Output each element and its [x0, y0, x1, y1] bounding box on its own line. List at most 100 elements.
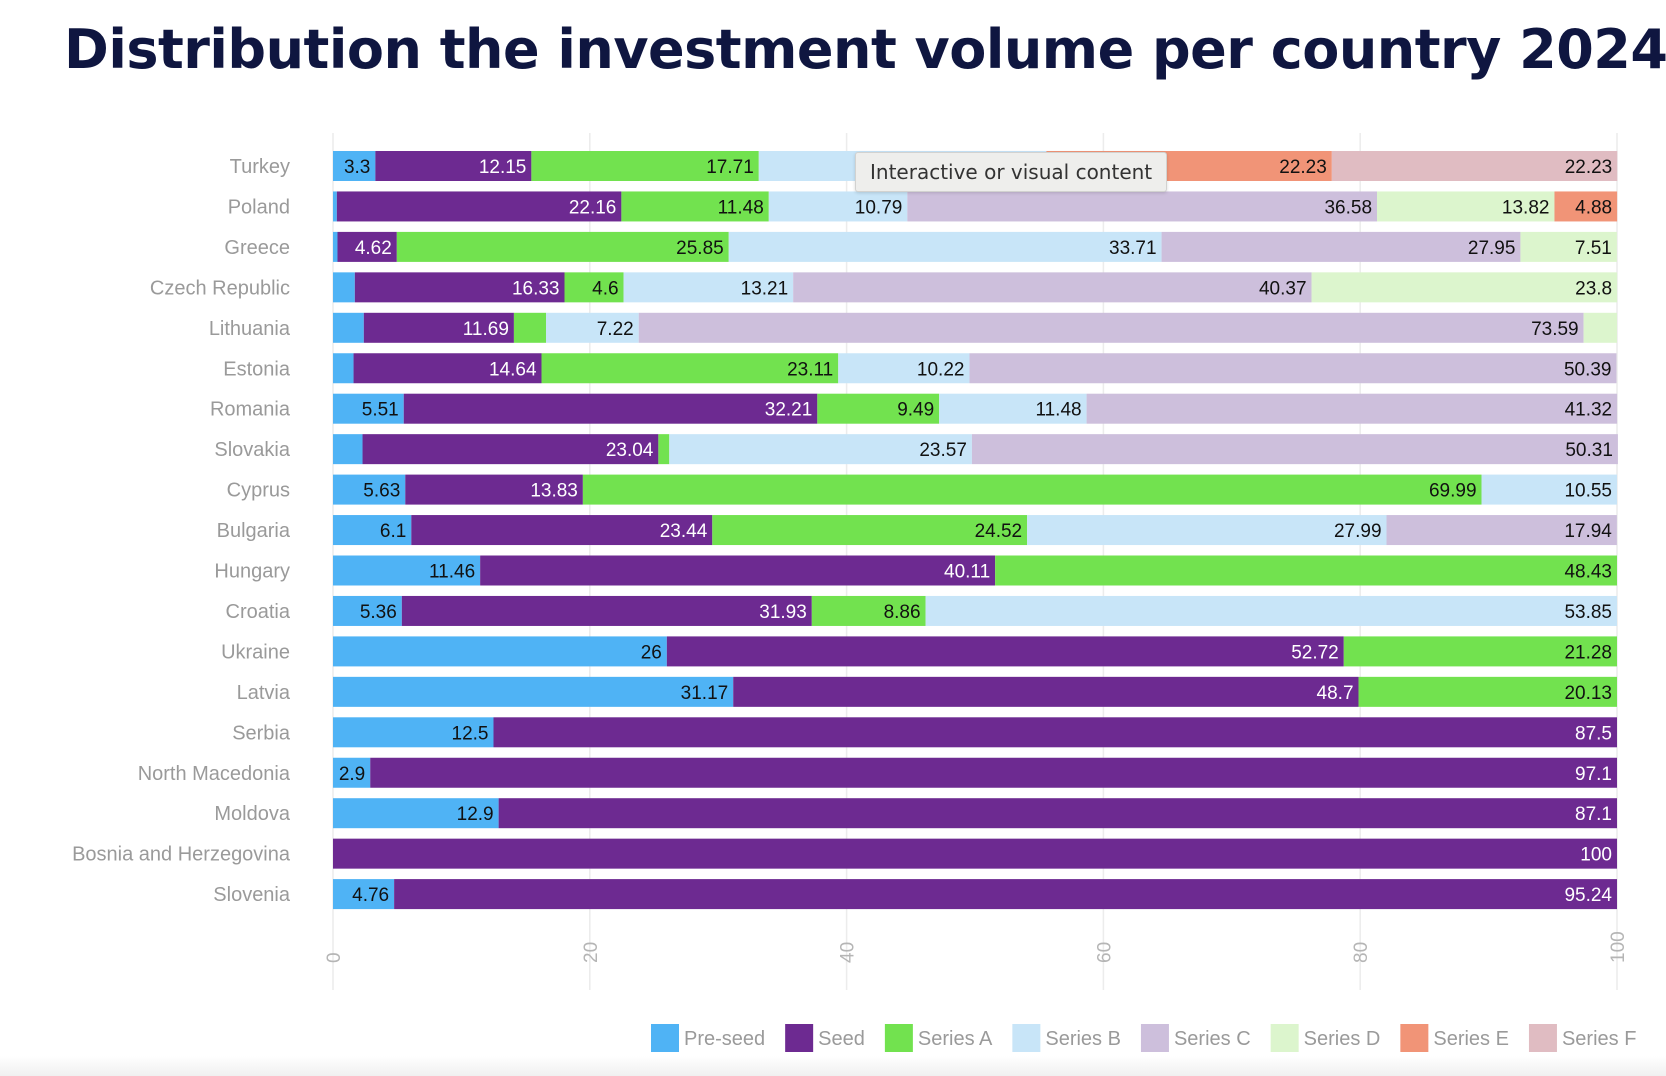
- bar-segment-greece-seed[interactable]: [337, 231, 397, 262]
- bar-row-poland[interactable]: 22.16 11.48 10.79 36.58 13.82 4.88: [333, 191, 1618, 222]
- bar-segment-latvia-pre-seed[interactable]: [333, 676, 734, 707]
- bar-segment-moldova-seed[interactable]: [498, 798, 1617, 829]
- bar-segment-greece-pre-seed[interactable]: [333, 231, 338, 262]
- bar-row-bosnia-and-herzegovina[interactable]: 100: [333, 838, 1617, 869]
- bar-segment-turkey-seed[interactable]: [375, 151, 532, 181]
- bar-segment-cyprus-pre-seed[interactable]: [333, 474, 406, 505]
- bar-segment-north-macedonia-seed[interactable]: [370, 757, 1618, 788]
- legend-item-seed[interactable]: Seed: [785, 1024, 865, 1052]
- bar-segment-poland-series-d[interactable]: [1377, 191, 1555, 222]
- bar-segment-slovakia-pre-seed[interactable]: [333, 434, 363, 465]
- bar-segment-cyprus-series-b[interactable]: [1481, 474, 1617, 505]
- bar-row-greece[interactable]: 4.62 25.85 33.71 27.95 7.51: [333, 231, 1617, 262]
- bar-row-hungary[interactable]: 11.46 40.11 48.43: [333, 555, 1617, 586]
- bar-row-slovenia[interactable]: 4.76 95.24: [333, 879, 1617, 910]
- bar-segment-bulgaria-seed[interactable]: [411, 515, 713, 546]
- bar-row-romania[interactable]: 5.51 32.21 9.49 11.48 41.32: [333, 393, 1618, 424]
- bar-row-cyprus[interactable]: 5.63 13.83 69.99 10.55: [333, 474, 1617, 505]
- bar-segment-north-macedonia-pre-seed[interactable]: [333, 757, 371, 788]
- bar-segment-hungary-series-a[interactable]: [995, 555, 1617, 586]
- bar-row-slovakia[interactable]: 23.04 23.57 50.31: [333, 434, 1618, 465]
- bar-segments[interactable]: 3.3 12.15 17.71 22.23 22.23 22.16 11.48 10.79 36…: [333, 151, 1618, 910]
- bar-row-czech-republic[interactable]: 16.33 4.6 13.21 40.37 23.8: [333, 272, 1618, 303]
- bar-segment-croatia-series-b[interactable]: [925, 595, 1617, 626]
- bar-segment-greece-series-d[interactable]: [1520, 231, 1617, 262]
- bar-segment-czech-republic-series-b[interactable]: [623, 272, 794, 303]
- bar-segment-ukraine-series-a[interactable]: [1343, 636, 1617, 667]
- bar-segment-greece-series-a[interactable]: [396, 231, 729, 262]
- bar-segment-czech-republic-pre-seed[interactable]: [333, 272, 355, 303]
- bar-segment-lithuania-series-b[interactable]: [546, 312, 639, 343]
- bar-segment-hungary-seed[interactable]: [480, 555, 996, 586]
- bar-segment-poland-series-b[interactable]: [768, 191, 908, 222]
- bar-segment-slovenia-seed[interactable]: [394, 879, 1617, 910]
- legend-item-series-b[interactable]: Series B: [1012, 1024, 1121, 1052]
- bar-segment-bulgaria-series-b[interactable]: [1027, 515, 1387, 546]
- bar-segment-croatia-seed[interactable]: [401, 595, 812, 626]
- legend-item-series-f[interactable]: Series F: [1528, 1024, 1636, 1052]
- legend-item-series-c[interactable]: Series C: [1140, 1024, 1251, 1052]
- bar-segment-latvia-seed[interactable]: [733, 676, 1359, 707]
- bar-segment-poland-series-e[interactable]: [1554, 191, 1618, 222]
- bar-segment-estonia-series-b[interactable]: [838, 353, 970, 384]
- bar-row-moldova[interactable]: 12.9 87.1: [333, 798, 1617, 829]
- bar-segment-romania-seed[interactable]: [403, 393, 818, 424]
- bar-segment-ukraine-seed[interactable]: [666, 636, 1344, 667]
- bar-segment-poland-pre-seed[interactable]: [333, 191, 337, 222]
- bar-row-croatia[interactable]: 5.36 31.93 8.86 53.85: [333, 595, 1617, 626]
- bar-segment-hungary-pre-seed[interactable]: [333, 555, 481, 586]
- bar-segment-poland-series-c[interactable]: [907, 191, 1378, 222]
- bar-segment-turkey-series-f[interactable]: [1331, 151, 1618, 181]
- bar-segment-romania-series-b[interactable]: [939, 393, 1087, 424]
- bar-segment-estonia-seed[interactable]: [353, 353, 542, 384]
- bar-segment-moldova-pre-seed[interactable]: [333, 798, 499, 829]
- bar-segment-estonia-series-c[interactable]: [969, 353, 1617, 384]
- bar-segment-lithuania-seed[interactable]: [363, 312, 514, 343]
- bar-row-north-macedonia[interactable]: 2.9 97.1: [333, 757, 1618, 788]
- bar-segment-czech-republic-series-d[interactable]: [1311, 272, 1618, 303]
- bar-segment-romania-series-a[interactable]: [817, 393, 940, 424]
- bar-segment-turkey-series-a[interactable]: [531, 151, 759, 181]
- bar-segment-cyprus-series-a[interactable]: [582, 474, 1482, 505]
- bar-segment-lithuania-series-d[interactable]: [1583, 312, 1617, 343]
- bar-row-bulgaria[interactable]: 6.1 23.44 24.52 27.99 17.94: [333, 515, 1617, 546]
- bar-segment-ukraine-pre-seed[interactable]: [333, 636, 667, 667]
- bar-segment-czech-republic-series-a[interactable]: [564, 272, 624, 303]
- bar-segment-lithuania-pre-seed[interactable]: [333, 312, 364, 343]
- bar-row-lithuania[interactable]: 11.69 7.22 73.59: [333, 312, 1617, 343]
- bar-segment-cyprus-seed[interactable]: [405, 474, 583, 505]
- bar-segment-turkey-pre-seed[interactable]: [333, 151, 376, 181]
- bar-segment-bulgaria-pre-seed[interactable]: [333, 515, 412, 546]
- bar-segment-lithuania-series-a[interactable]: [513, 312, 547, 343]
- bar-row-latvia[interactable]: 31.17 48.7 20.13: [333, 676, 1617, 707]
- bar-segment-slovenia-pre-seed[interactable]: [333, 879, 395, 910]
- bar-segment-slovakia-series-b[interactable]: [669, 434, 972, 465]
- bar-segment-lithuania-series-c[interactable]: [638, 312, 1584, 343]
- bar-segment-slovakia-seed[interactable]: [362, 434, 659, 465]
- bar-segment-estonia-series-a[interactable]: [541, 353, 839, 384]
- legend-item-series-a[interactable]: Series A: [884, 1024, 993, 1052]
- bar-segment-estonia-pre-seed[interactable]: [333, 353, 354, 384]
- legend-item-pre-seed[interactable]: Pre-seed: [651, 1024, 765, 1052]
- bar-segment-serbia-pre-seed[interactable]: [333, 717, 494, 748]
- bar-segment-latvia-series-a[interactable]: [1358, 676, 1617, 707]
- bar-segment-czech-republic-seed[interactable]: [354, 272, 565, 303]
- bar-segment-serbia-seed[interactable]: [493, 717, 1618, 748]
- bar-segment-czech-republic-series-c[interactable]: [793, 272, 1312, 303]
- bar-segment-bosnia-and-herzegovina-seed[interactable]: [333, 838, 1617, 869]
- bar-segment-bulgaria-series-c[interactable]: [1386, 515, 1617, 546]
- bar-segment-romania-series-c[interactable]: [1086, 393, 1618, 424]
- bar-segment-poland-series-a[interactable]: [621, 191, 769, 222]
- bar-segment-slovakia-series-c[interactable]: [971, 434, 1618, 465]
- legend-item-series-e[interactable]: Series E: [1400, 1024, 1509, 1052]
- bar-segment-croatia-series-a[interactable]: [811, 595, 926, 626]
- bar-row-ukraine[interactable]: 26 52.72 21.28: [333, 636, 1617, 667]
- bar-segment-croatia-pre-seed[interactable]: [333, 595, 402, 626]
- legend-item-series-d[interactable]: Series D: [1270, 1024, 1381, 1052]
- bar-row-estonia[interactable]: 14.64 23.11 10.22 50.39: [333, 353, 1617, 384]
- bar-segment-romania-pre-seed[interactable]: [333, 393, 404, 424]
- bar-segment-greece-series-b[interactable]: [728, 231, 1162, 262]
- legend[interactable]: Pre-seed Seed Series A Series B Series C Seri…: [651, 1024, 1636, 1052]
- bar-row-serbia[interactable]: 12.5 87.5: [333, 717, 1618, 748]
- bar-segment-poland-seed[interactable]: [336, 191, 622, 222]
